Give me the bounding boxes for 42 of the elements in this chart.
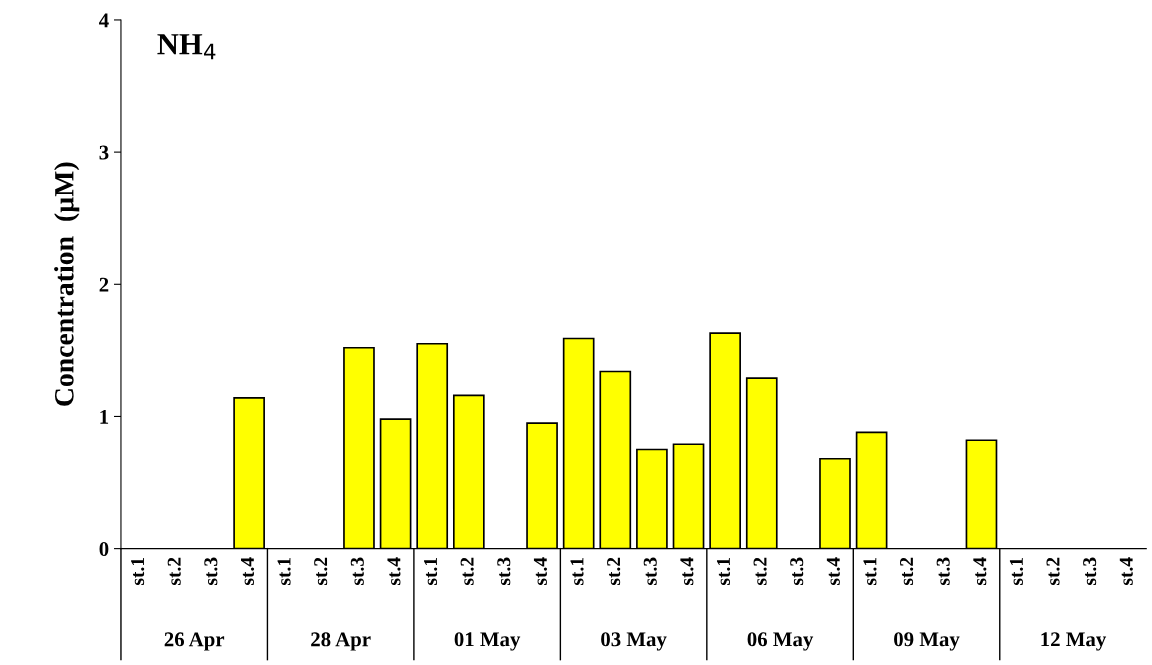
x-tick-label: st.4 xyxy=(1119,557,1133,585)
x-tick-label: st.4 xyxy=(973,557,987,585)
y-tick-label: 2 xyxy=(99,277,109,292)
x-tick-label: st.2 xyxy=(607,557,621,585)
x-tick-label: st.1 xyxy=(716,557,731,585)
x-tick-label: st.3 xyxy=(936,557,950,585)
x-tick-label: st.4 xyxy=(826,557,840,585)
x-tick-label: st.3 xyxy=(350,557,364,585)
text: 06 May xyxy=(747,632,814,651)
x-tick-label: st.4 xyxy=(533,557,548,585)
text: 26 Apr xyxy=(164,632,225,651)
x-tick-label: st.3 xyxy=(1083,557,1097,585)
x-tick-label: st.4 xyxy=(680,557,694,585)
x-tick-label: st.3 xyxy=(497,557,511,585)
y-tick-label: 3 xyxy=(99,145,109,160)
x-tick-label: st.3 xyxy=(204,557,218,585)
x-tick-label: st.1 xyxy=(424,557,438,585)
y-tick-label: 4 xyxy=(99,13,109,28)
x-tick-label: st.4 xyxy=(241,557,255,585)
x-tick-label: st.3 xyxy=(643,557,657,585)
x-tick-label: st.3 xyxy=(790,557,804,585)
text: 09 May xyxy=(894,632,960,651)
text: 03 May xyxy=(601,632,667,651)
text: 28 Apr xyxy=(311,632,371,651)
x-tick-label: st.1 xyxy=(277,557,291,585)
y-tick-label: 0 xyxy=(99,542,109,557)
x-tick-label: st.1 xyxy=(570,557,584,585)
text: 01 May xyxy=(454,632,521,651)
chart-title: NH$_{4}$ xyxy=(157,34,216,60)
x-tick-label: st.2 xyxy=(900,557,914,585)
x-tick-label: st.2 xyxy=(1046,557,1060,585)
x-tick-label: st.1 xyxy=(131,557,145,585)
x-tick-label: st.2 xyxy=(167,557,181,585)
y-axis-title: Concentration (µM) xyxy=(54,162,80,406)
x-tick-label: st.1 xyxy=(1009,557,1024,585)
x-tick-label: st.2 xyxy=(460,557,474,585)
x-tick-label: st.2 xyxy=(314,557,328,585)
text: 12 May xyxy=(1041,632,1107,651)
x-tick-label: st.4 xyxy=(387,557,401,585)
x-tick-label: st.1 xyxy=(863,557,877,585)
x-tick-label: st.2 xyxy=(753,557,767,585)
y-tick-label: 1 xyxy=(100,409,109,424)
